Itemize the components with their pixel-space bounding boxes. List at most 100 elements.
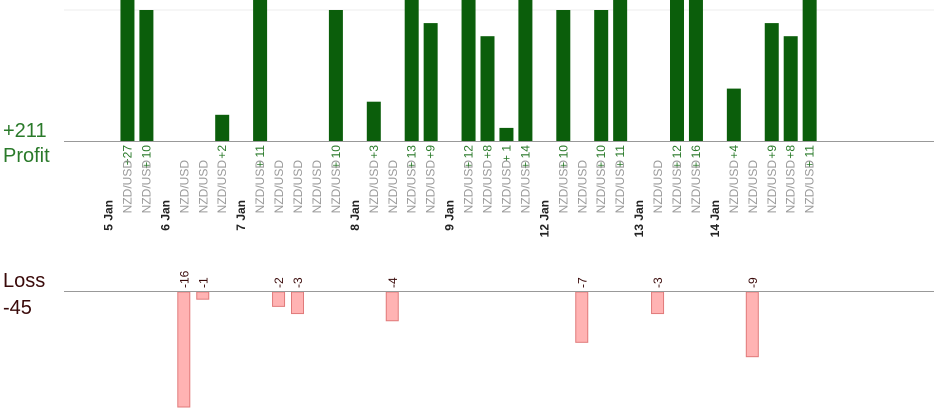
pair-label: NZD/USD [215, 160, 229, 214]
loss-bar [196, 291, 210, 300]
pair-label: NZD/USD [670, 160, 684, 214]
profit-bar [688, 0, 703, 141]
loss-label: Loss [3, 270, 46, 292]
profit-bar [613, 0, 628, 141]
pair-label: NZD/USD [575, 160, 589, 214]
pair-label: NZD/USD [405, 160, 419, 214]
profit-value-label: +2 [215, 145, 229, 159]
loss-value-label: -3 [291, 277, 305, 288]
pair-label: NZD/USD [518, 160, 532, 214]
pair-label: NZD/USD [651, 160, 665, 214]
profit-bar [423, 23, 438, 142]
date-label: 9 Jan [443, 200, 457, 231]
pair-label: NZD/USD [556, 160, 570, 214]
profit-value-label: + 11 [613, 145, 627, 168]
profit-value-label: + 10 [329, 145, 343, 169]
date-label: 8 Jan [348, 200, 362, 231]
pair-label: NZD/USD [481, 160, 495, 214]
profit-value-label: + 10 [594, 145, 608, 169]
profit-value-label: + 12 [462, 145, 476, 169]
profit-value-label: + 11 [803, 145, 817, 168]
loss-value-label: -4 [386, 277, 400, 288]
profit-value-label: + 13 [405, 145, 419, 169]
profit-value-label: +4 [727, 145, 741, 159]
loss-bar [291, 291, 304, 315]
profit-bar [670, 0, 684, 141]
loss-value-label: -16 [177, 270, 191, 288]
profit-bar [366, 101, 381, 141]
pair-label: NZD/USD [594, 160, 608, 214]
profit-bar [404, 0, 419, 141]
pair-label: NZD/USD [765, 160, 779, 214]
profit-value-label: + 14 [518, 145, 532, 169]
pair-label: NZD/USD [784, 160, 798, 214]
value-labels: +27 + 10 -16 -1 +2 + 11 -2 -3 + 10 +3 -4 + 13 +9 + 12… [120, 145, 816, 288]
loss-value-label: -2 [272, 277, 286, 288]
pair-label: NZD/USD [746, 160, 760, 214]
pair-label: NZD/USD [253, 160, 267, 214]
profit-value-label: +3 [367, 145, 381, 159]
profit-value-label: +9 [765, 145, 779, 159]
profit-bar [120, 0, 135, 141]
pair-label: NZD/USD [803, 160, 817, 214]
pair-label: NZD/USD [177, 160, 191, 214]
loss-bar [745, 291, 759, 358]
loss-bar [272, 291, 286, 307]
pair-label: NZD/USD [727, 160, 741, 214]
date-label: 7 Jan [234, 200, 248, 231]
profit-bar [328, 10, 343, 141]
loss-bar [177, 291, 191, 408]
pair-label: NZD/USD [139, 160, 153, 214]
profit-value-label: +9 [424, 145, 438, 159]
profit-bar [499, 127, 514, 141]
profit-bar [783, 36, 798, 142]
loss-bars [177, 291, 759, 408]
loss-value-label: -7 [575, 277, 589, 288]
pair-label: NZD/USD [272, 160, 286, 214]
profit-bar [764, 23, 779, 142]
profit-bars [120, 0, 817, 142]
pair-label: NZD/USD [499, 160, 513, 214]
pair-label: NZD/USD [196, 160, 210, 214]
profit-value-label: + 16 [689, 145, 703, 169]
pair-label: NZD/USD [291, 160, 305, 214]
profit-label: Profit [3, 145, 50, 167]
category-labels: 5 Jan NZD/USD NZD/USD 6 Jan NZD/USD NZD/USD NZ… [102, 160, 817, 238]
date-label: 5 Jan [102, 200, 116, 231]
profit-bar [726, 88, 741, 141]
date-label: 13 Jan [632, 200, 646, 237]
profit-bar [594, 10, 609, 141]
pair-label: NZD/USD [329, 160, 343, 214]
pair-label: NZD/USD [613, 160, 627, 214]
profit-value-label: +8 [481, 145, 495, 159]
pair-label: NZD/USD [424, 160, 438, 214]
date-label: 14 Jan [708, 200, 722, 237]
loss-value-label: -9 [746, 277, 760, 288]
total-loss-value: -45 [3, 297, 32, 319]
profit-value-label: +27 [120, 145, 134, 166]
pair-label: NZD/USD [367, 160, 381, 214]
profit-value-label: + 10 [139, 145, 153, 169]
profit-value-label: + 10 [556, 145, 570, 169]
loss-value-label: -3 [651, 277, 665, 288]
profit-value-label: + 12 [670, 145, 684, 169]
pair-label: NZD/USD [310, 160, 324, 214]
date-label: 12 Jan [537, 200, 551, 237]
profit-bar [556, 10, 571, 141]
profit-bar [802, 0, 817, 141]
profit-value-label: + 11 [253, 145, 267, 168]
profit-bar [139, 10, 154, 141]
profit-bar [480, 36, 495, 142]
total-profit-value: +211 [3, 120, 47, 142]
date-label: 6 Jan [158, 200, 172, 231]
pair-label: NZD/USD [462, 160, 476, 214]
loss-bar [385, 291, 399, 322]
loss-bar [651, 291, 665, 315]
pair-label: NZD/USD [120, 160, 134, 214]
loss-value-label: -1 [196, 277, 210, 288]
profit-value-label: +8 [784, 145, 798, 159]
profit-value-label: + 1 [499, 145, 513, 162]
profit-bar [461, 0, 476, 141]
profit-bar [518, 0, 533, 141]
